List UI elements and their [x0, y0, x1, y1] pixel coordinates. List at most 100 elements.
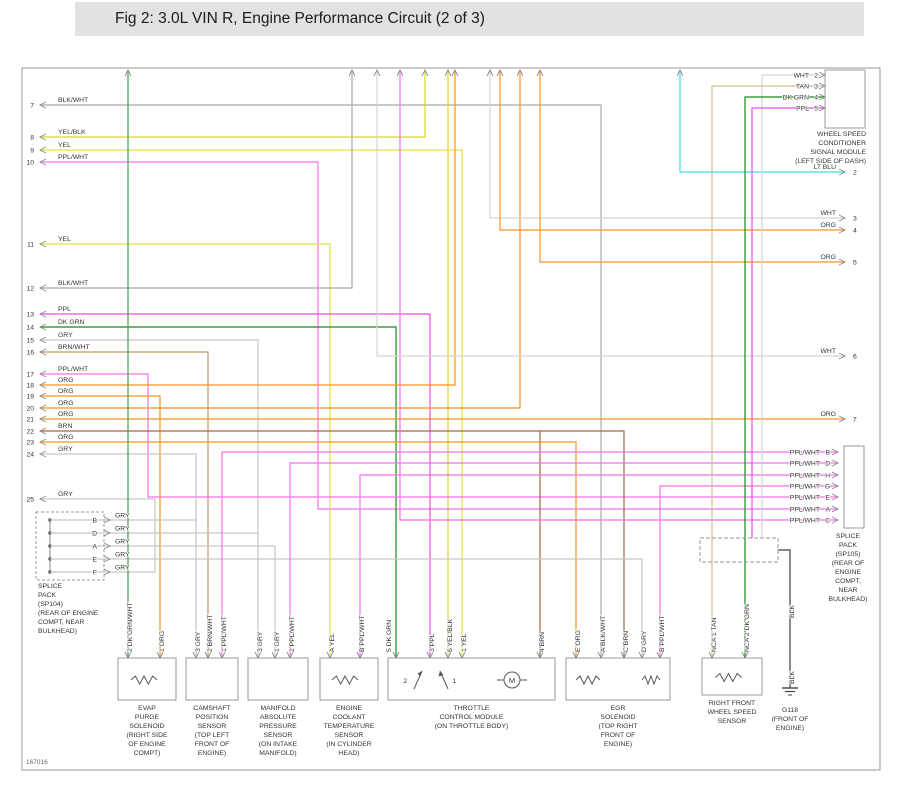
pin-letter: B — [92, 518, 97, 525]
wire-id-label: B PPL/WHT — [659, 615, 666, 652]
wire-id-label: 2 BRN/WHT — [207, 615, 214, 652]
wire-color-label: BRN — [58, 423, 72, 430]
connector-chevron-icon — [831, 471, 840, 479]
wire-dkgrn — [744, 96, 825, 658]
wire-brn — [40, 430, 625, 658]
splice-pack-sp105-label: ENGINE — [835, 569, 862, 576]
splice-pack-sp104-label: (SP104) — [38, 601, 63, 608]
connector-chevron-icon — [831, 516, 840, 524]
connector-chevron-icon — [838, 258, 847, 266]
component-label: SENSOR — [335, 732, 364, 739]
connector-chevron-icon — [103, 516, 112, 524]
coil-icon — [575, 674, 601, 686]
wheel-speed-module-label: SIGNAL MODULE — [810, 149, 866, 156]
wire-color-label: DK GRN — [58, 319, 85, 326]
connector-chevron-icon — [708, 651, 716, 660]
component-label: EVAP — [138, 705, 156, 712]
wire-color-label: ORG — [58, 434, 73, 441]
motor-letter: M — [509, 676, 515, 685]
component-box-throttle-control-module — [387, 657, 556, 701]
wire-gry — [104, 545, 276, 658]
connector-chevron-icon — [38, 415, 47, 423]
connector-chevron-icon — [103, 568, 112, 576]
wire-color-label: PPL/WHT — [790, 450, 820, 457]
wire-id-label: 2 DK GRN/WHT — [127, 603, 134, 652]
component-label: SENSOR — [198, 723, 227, 730]
ground-label: ENGINE) — [776, 725, 804, 732]
pin-letter: B — [825, 450, 830, 457]
wire-color-label: PPL/WHT — [58, 366, 88, 373]
component-label: (RIGHT SIDE — [126, 732, 168, 739]
connector-chevron-icon — [156, 651, 164, 660]
wire-org — [40, 441, 577, 658]
connector-chevron-icon — [496, 68, 504, 77]
connector-chevron-icon — [373, 68, 381, 77]
wire-id-label: C BRN — [623, 631, 630, 652]
wire-id-label: 5 DK GRN — [386, 620, 393, 652]
connector-chevron-icon — [38, 404, 47, 412]
wire-id-label: 1 ORG — [159, 631, 166, 652]
connector-chevron-icon — [597, 651, 605, 660]
component-label: PURGE — [135, 714, 160, 721]
connector-chevron-icon — [451, 68, 459, 77]
pin-number: 11 — [27, 242, 34, 249]
pin-number: 13 — [26, 312, 34, 319]
pin-letter: E — [92, 557, 97, 564]
wire-pplwht — [659, 485, 838, 658]
wire-id-label: 4 BRN — [539, 632, 546, 652]
component-label: ABSOLUTE — [260, 714, 297, 721]
connector-chevron-icon — [38, 310, 47, 318]
wire-color-label: PPL/WHT — [790, 484, 820, 491]
connector-chevron-icon — [103, 529, 112, 537]
splice-pack-sp104-label: BULKHEAD) — [38, 628, 77, 635]
pin-number: 7 — [30, 103, 34, 110]
wire-yel — [40, 149, 463, 658]
splice-pack-sp105-label: (SP105) — [836, 551, 861, 558]
splice-pack-sp105-label: COMPT, — [835, 578, 861, 585]
component-label: POSITION — [196, 714, 229, 721]
pin-number: 24 — [26, 452, 34, 459]
pin-number: 3 — [814, 84, 818, 91]
connector-chevron-icon — [38, 438, 47, 446]
component-label: ENGINE — [336, 705, 363, 712]
wire-color-label: PPL — [58, 306, 71, 313]
connector-chevron-icon — [656, 651, 664, 660]
connector-chevron-icon — [426, 651, 434, 660]
component-box-right-front-wheel-speed-sensor — [701, 657, 763, 696]
wire-org — [40, 70, 521, 409]
connector-chevron-icon — [831, 505, 840, 513]
component-label: (TOP RIGHT — [598, 723, 637, 730]
inline-connector-box — [699, 537, 779, 563]
splice-pack-sp105-label: (REAR OF — [832, 560, 864, 567]
connector-chevron-icon — [38, 158, 47, 166]
pin-number: 14 — [26, 325, 34, 332]
wire-id-label: NCA 2 DK GRN — [744, 604, 751, 652]
pin-number: 2 — [853, 170, 857, 177]
wire-gry — [40, 453, 197, 658]
wire-yel — [40, 243, 331, 658]
wire-wht — [489, 70, 845, 219]
connector-chevron-icon — [831, 482, 840, 490]
wire-yelblk — [40, 70, 426, 138]
connector-chevron-icon — [192, 651, 200, 660]
connector-chevron-icon — [444, 651, 452, 660]
wire-org — [499, 70, 845, 231]
wire-color-label: ORG — [821, 411, 836, 418]
component-label: (ON INTAKE — [259, 741, 298, 748]
connector-chevron-icon — [124, 651, 132, 660]
component-label: OF ENGINE — [128, 741, 166, 748]
connector-chevron-icon — [38, 392, 47, 400]
component-label: RIGHT FRONT — [709, 700, 755, 707]
wire-color-label: YEL — [58, 236, 71, 243]
figure-code: 167016 — [26, 759, 48, 766]
pin-number: 18 — [26, 383, 34, 390]
pin-letter: G — [825, 484, 830, 491]
title-banner: Fig 2: 3.0L VIN R, Engine Performance Ci… — [75, 2, 864, 36]
component-label: TEMPERATURE — [324, 723, 375, 730]
wire-color-label: WHT — [821, 348, 836, 355]
pin-number: 7 — [853, 417, 857, 424]
splice-pack-sp104-label: COMPT, NEAR — [38, 619, 85, 626]
wire-id-label: NCA 1 TAN — [711, 617, 718, 652]
wire-color-label: DK GRN — [783, 95, 810, 102]
